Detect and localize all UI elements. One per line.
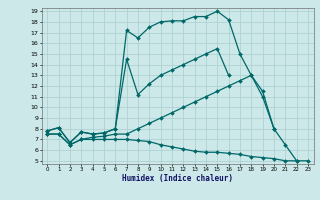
X-axis label: Humidex (Indice chaleur): Humidex (Indice chaleur) <box>122 174 233 183</box>
